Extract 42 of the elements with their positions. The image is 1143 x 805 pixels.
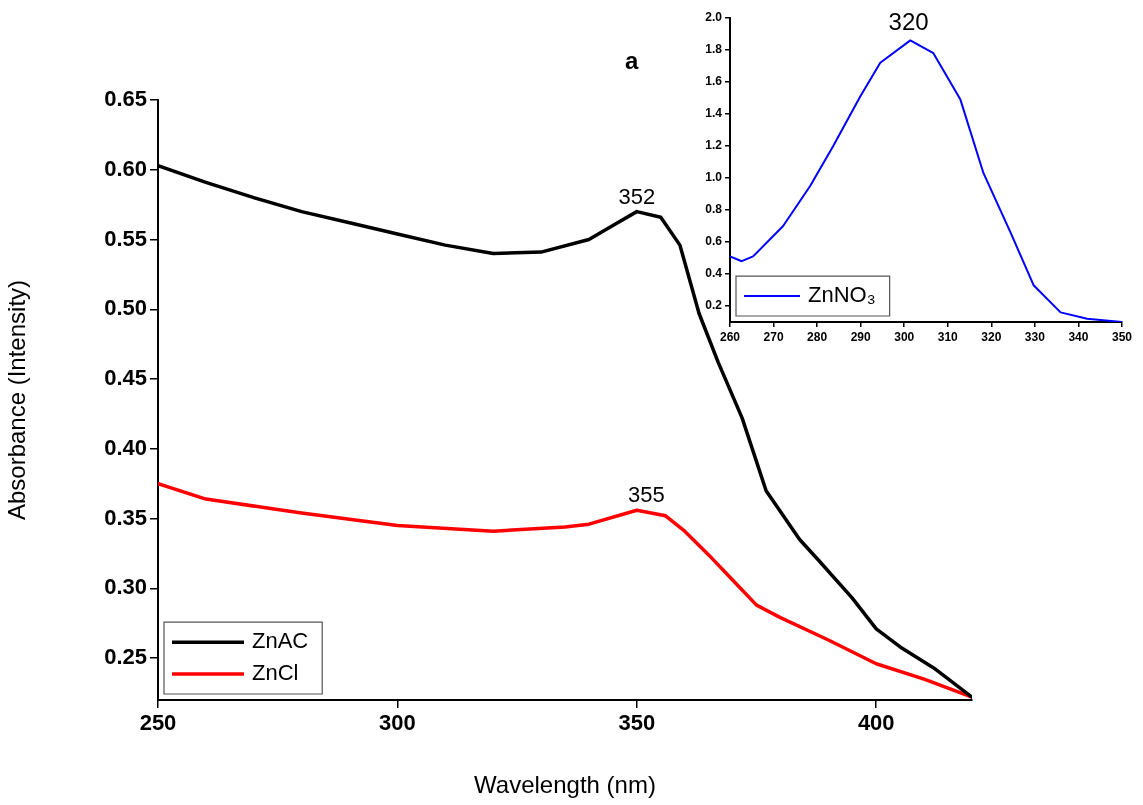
x-axis-title: Wavelength (nm) — [474, 771, 656, 799]
x-tick-label: 290 — [850, 329, 871, 344]
y-tick-label: 0.60 — [104, 155, 147, 181]
y-tick-label: 0.25 — [104, 644, 147, 670]
y-tick-label: 0.50 — [104, 295, 147, 321]
y-tick-label: 1.8 — [705, 42, 723, 57]
x-tick-label: 330 — [1024, 329, 1046, 344]
y-tick-label: 1.0 — [705, 170, 723, 185]
x-tick-label: 340 — [1068, 329, 1089, 344]
x-tick-label: 280 — [807, 329, 828, 344]
y-tick-label: 2.0 — [705, 10, 723, 25]
x-tick-label: 310 — [937, 329, 959, 344]
y-tick-label: 0.30 — [104, 574, 147, 600]
legend-label: ZnCl — [252, 660, 299, 686]
y-tick-label: 1.6 — [705, 74, 723, 89]
x-tick-label: 320 — [981, 329, 1002, 344]
y-tick-label: 0.8 — [705, 202, 723, 217]
annotation: 352 — [618, 183, 656, 209]
x-tick-label: 300 — [894, 329, 915, 344]
y-tick-label: 0.65 — [104, 86, 147, 112]
annotation: 320 — [888, 8, 929, 36]
x-tick-label: 270 — [763, 329, 784, 344]
annotation: 355 — [628, 482, 665, 508]
x-tick-label: 250 — [139, 710, 177, 736]
x-tick-label: 300 — [379, 710, 416, 736]
x-tick-label: 400 — [857, 710, 895, 736]
y-tick-label: 0.40 — [104, 434, 147, 460]
legend-label: ZnAC — [252, 628, 309, 654]
y-tick-label: 1.4 — [705, 106, 723, 121]
y-axis-title: Absorbance (Intensity) — [3, 279, 31, 521]
y-tick-label: 0.2 — [705, 298, 723, 313]
y-tick-label: 0.45 — [104, 365, 147, 391]
x-tick-label: 350 — [618, 710, 656, 736]
x-tick-label: 350 — [1111, 329, 1133, 344]
y-tick-label: 0.6 — [705, 234, 723, 249]
x-tick-label: 260 — [719, 329, 741, 344]
y-tick-label: 0.55 — [104, 225, 147, 251]
text: a — [625, 46, 640, 74]
y-tick-label: 0.35 — [104, 504, 147, 530]
y-tick-label: 1.2 — [705, 138, 723, 153]
legend-label: ZnNO₃ — [808, 282, 876, 308]
y-tick-label: 0.4 — [705, 266, 723, 281]
